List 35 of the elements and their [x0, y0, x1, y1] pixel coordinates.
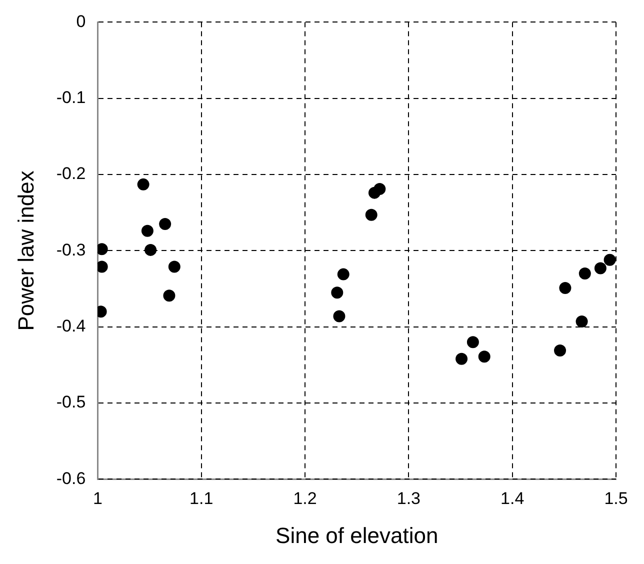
- y-tick-label: -0.4: [56, 316, 86, 336]
- y-tick-label: -0.1: [56, 88, 86, 108]
- point: [594, 262, 606, 274]
- x-tick-label: 1.1: [190, 489, 214, 508]
- point: [578, 268, 591, 280]
- x-tick-label: 1: [92, 489, 102, 508]
- point: [168, 260, 180, 273]
- x-axis-title: Sine of elevation: [276, 522, 438, 548]
- point: [554, 344, 566, 356]
- y-tick-label: -0.3: [56, 240, 86, 260]
- y-tick-label: 0: [76, 12, 86, 31]
- y-tick-label: -0.5: [56, 392, 86, 412]
- point: [559, 282, 572, 294]
- point: [604, 254, 616, 266]
- x-tick-label: 1.5: [604, 489, 628, 508]
- point: [163, 290, 176, 302]
- x-tick-label: 1.4: [500, 489, 524, 508]
- y-tick-label: -0.6: [56, 468, 86, 488]
- point: [374, 183, 386, 196]
- point: [466, 336, 479, 348]
- x-tick-label: 1.3: [396, 489, 420, 508]
- point: [337, 268, 350, 280]
- point: [159, 218, 172, 230]
- point: [331, 286, 344, 299]
- point: [365, 208, 378, 221]
- point: [576, 316, 588, 328]
- y-axis-title: Power law index: [13, 170, 38, 331]
- point: [478, 350, 490, 363]
- x-tick-label: 1.2: [293, 489, 317, 508]
- point: [456, 352, 468, 365]
- point: [333, 310, 346, 322]
- point: [144, 244, 157, 256]
- point: [141, 224, 154, 237]
- point: [137, 178, 150, 190]
- y-tick-label: -0.2: [56, 164, 86, 184]
